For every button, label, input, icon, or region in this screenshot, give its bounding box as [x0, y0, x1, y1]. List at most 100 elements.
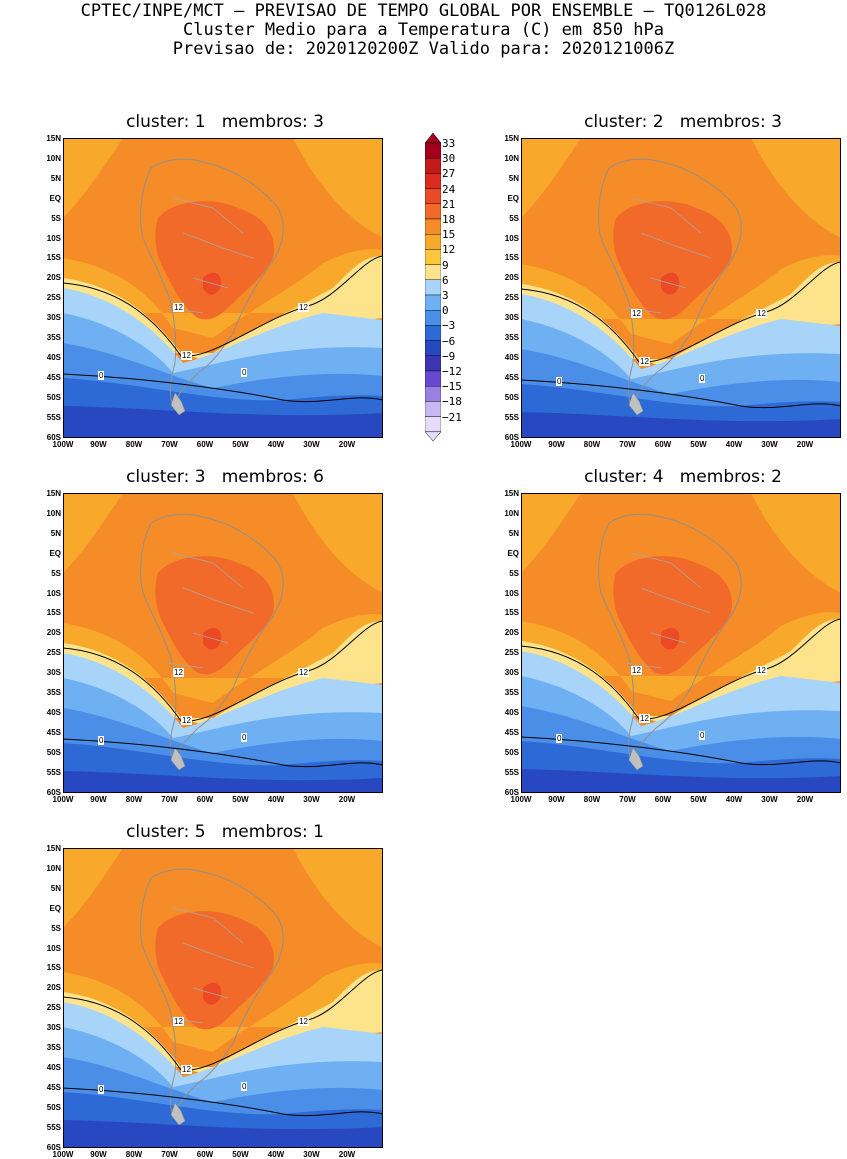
lat-tick-label: 60S — [46, 432, 61, 442]
lat-tick-label: 15N — [46, 134, 61, 143]
lat-tick-label: 10S — [504, 588, 519, 598]
lat-tick-label: 5S — [51, 923, 61, 933]
lat-tick-label: EQ — [507, 548, 519, 558]
lat-tick-label: 40S — [46, 1062, 61, 1072]
lat-tick-label: 30S — [504, 313, 519, 323]
panel-title: cluster: 5 membros: 1 — [126, 822, 324, 842]
lon-tick-label: 40W — [725, 795, 743, 804]
lat-tick-label: 50S — [504, 747, 519, 757]
colorbar-segment — [424, 233, 442, 250]
lon-tick-label: 40W — [267, 440, 285, 449]
lon-tick-label: 40W — [267, 795, 285, 804]
lat-tick-label: 40S — [504, 707, 519, 717]
contour-label: 0 — [98, 371, 105, 380]
lat-tick-label: 5S — [51, 213, 61, 223]
lon-tick-label: 90W — [90, 440, 107, 449]
lat-tick-label: 15S — [46, 963, 61, 973]
lon-tick-label: 50W — [690, 795, 707, 804]
lon-tick-label: 60W — [196, 1150, 214, 1159]
lon-tick-label: 50W — [690, 440, 707, 449]
lat-tick-label: EQ — [49, 193, 61, 203]
lat-tick-label: 20S — [504, 273, 519, 283]
colorbar-label: 0 — [442, 304, 449, 318]
lat-tick-label: 20S — [46, 628, 61, 638]
lat-tick-label: 5N — [50, 528, 61, 538]
lat-tick-label: 50S — [46, 747, 61, 757]
lat-tick-label: 30S — [46, 1023, 61, 1033]
contour-label: 12 — [173, 668, 184, 677]
lat-tick-label: 10S — [46, 233, 61, 243]
colorbar-label: −3 — [442, 319, 456, 333]
lon-tick-label: 90W — [548, 440, 565, 449]
colorbar-bottom-arrow — [424, 431, 442, 442]
lat-tick-label: 15N — [46, 489, 61, 498]
colorbar-segment — [424, 325, 442, 341]
lon-tick-label: 90W — [90, 795, 107, 804]
panel-title: cluster: 4 membros: 2 — [584, 467, 782, 487]
colorbar-segment — [424, 279, 442, 296]
lon-tick-label: 50W — [232, 440, 249, 449]
colorbar-segment — [424, 142, 442, 159]
lon-tick-label: 30W — [761, 440, 778, 449]
lat-tick-label: 35S — [46, 1043, 61, 1052]
lat-tick-label: 35S — [46, 333, 61, 342]
lat-tick-label: 40S — [46, 352, 61, 362]
colorbar-segment — [424, 158, 442, 174]
lat-tick-label: 45S — [46, 1082, 61, 1092]
colorbar-segment — [424, 218, 442, 235]
colorbar-label: 27 — [442, 167, 456, 181]
temperature-field — [63, 138, 383, 438]
contour-label: 0 — [556, 377, 563, 386]
lon-tick-label: 70W — [161, 440, 178, 449]
lat-tick-label: 45S — [46, 727, 61, 737]
colorbar-label: 18 — [442, 213, 456, 226]
lon-tick-label: 80W — [125, 795, 143, 804]
colorbar-segment — [424, 416, 442, 433]
contour-label: 12 — [181, 1065, 192, 1074]
contour-label: 0 — [98, 736, 105, 745]
contour-label: 0 — [98, 1085, 105, 1094]
lat-tick-label: 50S — [504, 392, 519, 402]
lat-tick-label: 20S — [504, 628, 519, 638]
lon-tick-label: 20W — [338, 1150, 356, 1159]
lon-tick-label: 80W — [125, 440, 143, 449]
lon-tick-label: 100W — [510, 440, 532, 449]
lat-tick-label: 35S — [46, 688, 61, 697]
colorbar-segment — [424, 340, 442, 357]
contour-label: 12 — [298, 668, 309, 677]
contour-label: 0 — [556, 734, 563, 743]
lon-tick-label: 90W — [90, 1150, 107, 1159]
contour-label: 12 — [756, 309, 767, 318]
lon-tick-label: 30W — [761, 795, 778, 804]
lat-tick-label: 25S — [46, 293, 61, 303]
lon-tick-label: 100W — [52, 1150, 74, 1159]
lon-tick-label: 80W — [125, 1150, 143, 1159]
colorbar-label: −6 — [442, 334, 456, 348]
map-panel-3 — [63, 493, 383, 793]
lat-tick-label: 60S — [46, 1142, 61, 1152]
contour-label: 0 — [699, 731, 706, 740]
colorbar-label: −21 — [442, 410, 462, 424]
lon-tick-label: 50W — [232, 795, 249, 804]
lon-tick-label: 40W — [267, 1150, 285, 1159]
contour-label: 12 — [298, 303, 309, 312]
lat-tick-label: 30S — [504, 668, 519, 678]
temperature-field — [63, 848, 383, 1148]
lat-tick-label: 25S — [46, 1003, 61, 1013]
header-title: CPTEC/INPE/MCT – PREVISAO DE TEMPO GLOBA… — [80, 1, 767, 21]
lat-tick-label: 15N — [504, 134, 519, 143]
lat-tick-label: 10N — [46, 508, 61, 518]
colorbar-segment — [424, 309, 442, 326]
colorbar-segment — [424, 385, 442, 402]
colorbar-label: −12 — [442, 365, 462, 378]
lat-tick-label: 15N — [504, 489, 519, 498]
lat-tick-label: 5S — [509, 568, 519, 578]
lat-tick-label: 10S — [46, 943, 61, 953]
map-panel-4 — [521, 493, 841, 793]
lat-tick-label: 5N — [50, 883, 61, 893]
contour-label: 12 — [298, 1017, 309, 1026]
map-panel-2 — [521, 138, 841, 438]
lat-tick-label: 15N — [46, 844, 61, 853]
colorbar-segment — [424, 401, 442, 417]
lat-tick-label: 10S — [504, 233, 519, 243]
